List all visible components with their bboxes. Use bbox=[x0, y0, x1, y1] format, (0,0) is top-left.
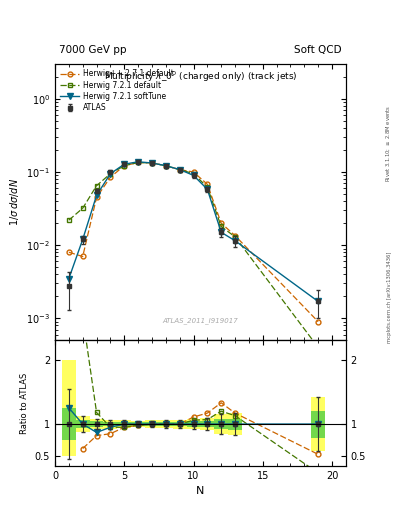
Text: Soft QCD: Soft QCD bbox=[294, 45, 342, 55]
Herwig 7.2.1 default bbox=[150, 160, 154, 166]
Text: Multiplicity $\lambda\_0^0$ (charged only) (track jets): Multiplicity $\lambda\_0^0$ (charged onl… bbox=[104, 70, 297, 84]
Herwig 7.2.1 softTune bbox=[316, 298, 321, 305]
Herwig 7.2.1 softTune bbox=[122, 161, 127, 167]
Herwig++ 2.7.1 default bbox=[163, 163, 168, 169]
Legend: Herwig++ 2.7.1 default, Herwig 7.2.1 default, Herwig 7.2.1 softTune, ATLAS: Herwig++ 2.7.1 default, Herwig 7.2.1 def… bbox=[59, 68, 175, 114]
Herwig++ 2.7.1 default bbox=[233, 232, 237, 239]
Herwig 7.2.1 softTune bbox=[108, 170, 113, 177]
Herwig 7.2.1 softTune bbox=[94, 193, 99, 199]
Line: Herwig++ 2.7.1 default: Herwig++ 2.7.1 default bbox=[66, 160, 321, 324]
Line: Herwig 7.2.1 default: Herwig 7.2.1 default bbox=[66, 160, 321, 350]
Y-axis label: $1/\sigma\,d\sigma/dN$: $1/\sigma\,d\sigma/dN$ bbox=[7, 178, 20, 226]
Herwig++ 2.7.1 default bbox=[177, 166, 182, 173]
Text: mcplots.cern.ch [arXiv:1306.3436]: mcplots.cern.ch [arXiv:1306.3436] bbox=[387, 251, 392, 343]
Herwig++ 2.7.1 default bbox=[205, 181, 210, 187]
Herwig 7.2.1 softTune bbox=[219, 229, 224, 236]
Herwig 7.2.1 softTune bbox=[233, 238, 237, 244]
Herwig 7.2.1 softTune bbox=[177, 166, 182, 173]
Herwig++ 2.7.1 default bbox=[66, 249, 71, 255]
Text: Rivet 3.1.10; $\geq$ 2.8M events: Rivet 3.1.10; $\geq$ 2.8M events bbox=[385, 105, 392, 182]
Herwig 7.2.1 default bbox=[80, 205, 85, 211]
Herwig 7.2.1 softTune bbox=[191, 173, 196, 179]
Text: ATLAS_2011_I919017: ATLAS_2011_I919017 bbox=[163, 317, 238, 324]
Herwig++ 2.7.1 default bbox=[316, 318, 321, 325]
Herwig++ 2.7.1 default bbox=[122, 163, 127, 169]
Herwig 7.2.1 default bbox=[66, 217, 71, 223]
Herwig 7.2.1 default bbox=[219, 223, 224, 229]
Y-axis label: Ratio to ATLAS: Ratio to ATLAS bbox=[20, 373, 29, 434]
Herwig++ 2.7.1 default bbox=[191, 169, 196, 175]
Text: 7000 GeV pp: 7000 GeV pp bbox=[59, 45, 127, 55]
Herwig 7.2.1 softTune bbox=[150, 160, 154, 166]
Herwig 7.2.1 default bbox=[136, 159, 140, 165]
Herwig 7.2.1 default bbox=[108, 170, 113, 177]
X-axis label: N: N bbox=[196, 486, 205, 496]
Herwig 7.2.1 softTune bbox=[136, 159, 140, 165]
Herwig++ 2.7.1 default bbox=[94, 195, 99, 201]
Herwig++ 2.7.1 default bbox=[150, 160, 154, 166]
Herwig 7.2.1 softTune bbox=[66, 275, 71, 282]
Herwig 7.2.1 default bbox=[122, 163, 127, 169]
Herwig 7.2.1 softTune bbox=[205, 186, 210, 193]
Line: Herwig 7.2.1 softTune: Herwig 7.2.1 softTune bbox=[66, 159, 321, 305]
Herwig 7.2.1 default bbox=[191, 170, 196, 177]
Herwig++ 2.7.1 default bbox=[219, 220, 224, 226]
Herwig 7.2.1 default bbox=[205, 184, 210, 190]
Herwig 7.2.1 softTune bbox=[163, 163, 168, 169]
Herwig 7.2.1 softTune bbox=[80, 237, 85, 243]
Herwig 7.2.1 default bbox=[94, 183, 99, 189]
Herwig++ 2.7.1 default bbox=[108, 174, 113, 180]
Herwig 7.2.1 default bbox=[177, 166, 182, 173]
Herwig++ 2.7.1 default bbox=[80, 253, 85, 260]
Herwig 7.2.1 default bbox=[163, 163, 168, 169]
Herwig 7.2.1 default bbox=[233, 234, 237, 240]
Herwig 7.2.1 default bbox=[316, 345, 321, 351]
Herwig++ 2.7.1 default bbox=[136, 159, 140, 165]
